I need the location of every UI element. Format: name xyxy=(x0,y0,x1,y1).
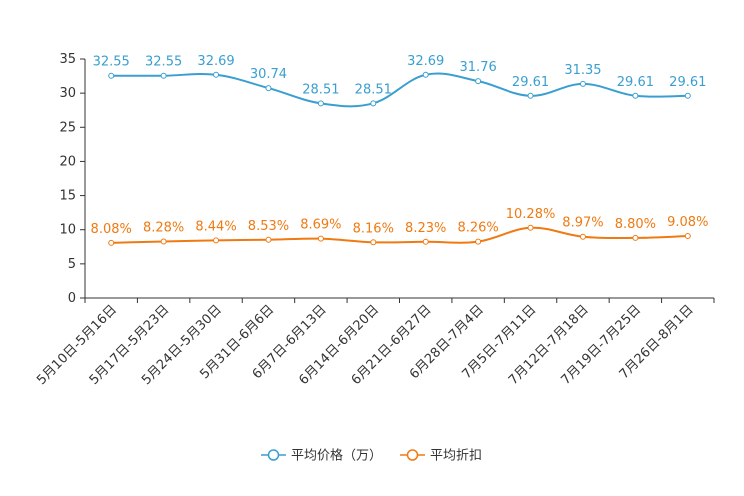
legend-label: 平均折扣 xyxy=(430,449,482,464)
data-point-price xyxy=(422,71,429,78)
data-label-price: 30.74 xyxy=(250,67,287,82)
data-point-discount xyxy=(370,239,377,246)
y-tick-label: 10 xyxy=(59,223,76,238)
data-point-discount xyxy=(317,235,324,242)
y-tick-label: 30 xyxy=(59,86,76,101)
legend-label: 平均价格（万） xyxy=(291,448,382,464)
data-point-price xyxy=(527,92,534,99)
data-label-discount: 8.16% xyxy=(353,221,394,236)
data-label-discount: 8.53% xyxy=(248,219,289,234)
data-point-discount xyxy=(579,233,586,240)
y-tick-label: 0 xyxy=(68,291,76,306)
data-label-price: 29.61 xyxy=(617,75,654,90)
data-point-discount xyxy=(265,236,272,243)
y-tick-label: 5 xyxy=(68,257,76,272)
data-point-discount xyxy=(632,234,639,241)
data-label-discount: 9.08% xyxy=(667,215,708,230)
legend[interactable]: 平均价格（万） 平均折扣 xyxy=(261,448,482,464)
data-label-discount: 8.23% xyxy=(405,221,446,236)
data-point-discount xyxy=(422,238,429,245)
series-line-discount xyxy=(111,226,688,244)
data-point-discount xyxy=(684,232,691,239)
data-point-discount xyxy=(213,237,220,244)
data-label-discount: 8.08% xyxy=(91,222,132,237)
data-label-price: 32.55 xyxy=(93,55,130,70)
data-point-price xyxy=(108,72,115,79)
data-point-discount xyxy=(527,224,534,231)
data-label-discount: 10.28% xyxy=(506,207,556,222)
data-point-price xyxy=(265,85,272,92)
data-label-discount: 8.26% xyxy=(457,221,498,236)
data-label-price: 29.61 xyxy=(512,75,549,90)
data-point-price xyxy=(160,72,167,79)
data-labels: 32.55 32.55 32.69 30.74 28.51 28.51 32.69 31.76… xyxy=(91,54,709,237)
data-label-discount: 8.44% xyxy=(195,219,236,234)
data-label-price: 31.76 xyxy=(460,60,497,75)
data-label-price: 28.51 xyxy=(355,82,392,97)
data-label-price: 31.35 xyxy=(564,63,601,78)
data-point-discount xyxy=(475,238,482,245)
data-point-price xyxy=(317,100,324,107)
legend-marker-icon xyxy=(406,449,419,461)
y-tick-label: 15 xyxy=(59,189,76,204)
data-point-price xyxy=(579,80,586,87)
data-label-discount: 8.28% xyxy=(143,220,184,235)
series-layer xyxy=(108,71,691,246)
data-point-price xyxy=(213,71,220,78)
data-label-discount: 8.97% xyxy=(562,216,603,231)
data-label-price: 32.55 xyxy=(145,55,182,70)
data-point-discount xyxy=(160,238,167,245)
legend-marker-icon xyxy=(267,449,280,461)
data-label-discount: 8.69% xyxy=(300,218,341,233)
data-label-price: 29.61 xyxy=(669,75,706,90)
legend-item-price[interactable]: 平均价格（万） xyxy=(261,448,382,464)
series-line-price xyxy=(111,72,688,108)
data-point-discount xyxy=(108,239,115,246)
y-tick-label: 25 xyxy=(59,120,76,135)
y-tick-label: 20 xyxy=(59,154,76,169)
y-tick-label: 35 xyxy=(59,52,76,67)
data-point-price xyxy=(632,92,639,99)
data-label-price: 32.69 xyxy=(197,54,234,69)
data-point-price xyxy=(684,92,691,99)
data-label-discount: 8.80% xyxy=(615,217,656,232)
legend-item-discount[interactable]: 平均折扣 xyxy=(400,449,482,464)
data-label-price: 28.51 xyxy=(302,82,339,97)
data-point-price xyxy=(475,78,482,85)
data-label-price: 32.69 xyxy=(407,54,444,69)
data-point-price xyxy=(370,100,377,107)
